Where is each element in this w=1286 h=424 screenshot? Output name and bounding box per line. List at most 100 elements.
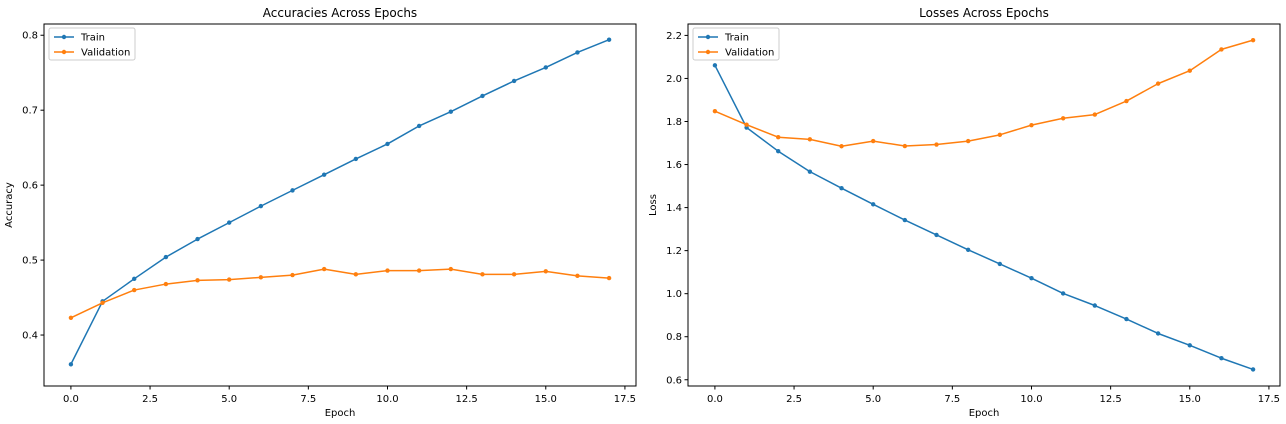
data-point-validation xyxy=(1219,47,1224,52)
legend-marker-validation xyxy=(705,49,711,55)
x-tick-label: 10.0 xyxy=(376,394,398,405)
data-point-train xyxy=(68,362,74,367)
y-tick-label: 2.2 xyxy=(666,31,682,42)
data-point-validation xyxy=(480,272,485,277)
data-point-train xyxy=(870,202,876,207)
x-tick-label: 2.5 xyxy=(786,394,802,405)
data-point-train xyxy=(776,148,781,154)
x-tick-label: 12.5 xyxy=(455,394,477,405)
data-point-validation xyxy=(997,132,1003,138)
legend-label-train: Train xyxy=(724,33,749,44)
x-tick-label: 7.5 xyxy=(300,394,316,405)
legend-marker-train xyxy=(705,34,711,40)
data-point-validation xyxy=(1092,112,1098,117)
data-point-train xyxy=(839,186,844,191)
data-point-train xyxy=(1029,275,1034,281)
legend-label-validation: Validation xyxy=(725,48,774,59)
legend-marker-validation xyxy=(61,49,67,55)
data-point-train xyxy=(226,220,232,225)
y-tick-label: 1.2 xyxy=(666,246,682,257)
data-point-train xyxy=(448,109,454,114)
data-point-validation xyxy=(712,108,718,114)
y-tick-label: 0.5 xyxy=(22,256,38,267)
series-line-train xyxy=(714,64,1254,371)
x-tick-label: 12.5 xyxy=(1099,394,1121,405)
data-point-train xyxy=(606,37,612,42)
x-tick-label: 15.0 xyxy=(535,394,557,405)
data-point-validation xyxy=(965,138,971,144)
data-point-train xyxy=(385,141,390,147)
accuracy-chart: 0.0 2.5 5.0 7.5 10.0 12.5 15.0 17.5 0.4 0.5 0.6 0.7… xyxy=(4,6,637,419)
legend-marker-train xyxy=(61,34,67,40)
y-tick-label: 1.0 xyxy=(666,289,682,300)
data-point-validation xyxy=(575,273,580,279)
data-point-train xyxy=(1250,367,1256,372)
x-axis-label: Epoch xyxy=(325,408,356,419)
data-point-validation xyxy=(321,266,327,272)
data-point-validation xyxy=(353,272,359,277)
series-line-train xyxy=(70,39,610,365)
x-tick-label: 17.5 xyxy=(1258,394,1280,405)
x-tick-label: 5.0 xyxy=(865,394,881,405)
data-point-train xyxy=(902,217,908,223)
data-point-train xyxy=(543,65,548,70)
data-point-train xyxy=(321,172,327,177)
data-point-train xyxy=(195,236,200,242)
data-point-train xyxy=(290,188,295,193)
y-tick-label: 1.6 xyxy=(666,160,682,171)
data-point-train xyxy=(934,232,939,238)
data-point-validation xyxy=(100,300,105,306)
y-tick-label: 0.6 xyxy=(22,181,38,192)
y-tick-label: 0.8 xyxy=(666,332,682,343)
x-tick-label: 15.0 xyxy=(1179,394,1201,405)
data-point-train xyxy=(480,93,485,99)
loss-chart: 0.0 2.5 5.0 7.5 10.0 12.5 15.0 17.5 0.6 0.8 1.0 1.2… xyxy=(648,6,1281,419)
data-point-train xyxy=(712,63,718,68)
data-point-train xyxy=(997,261,1003,267)
data-point-validation xyxy=(902,143,908,149)
plot-frame xyxy=(687,23,1281,387)
data-point-validation xyxy=(870,138,876,144)
y-tick-label: 2.0 xyxy=(666,74,682,85)
data-point-train xyxy=(1092,303,1098,308)
data-point-train xyxy=(416,123,422,129)
y-tick-label: 0.8 xyxy=(22,31,38,42)
y-axis-label: Accuracy xyxy=(4,182,15,228)
data-point-validation xyxy=(416,268,422,273)
data-point-validation xyxy=(226,277,232,282)
chart-title: Losses Across Epochs xyxy=(919,6,1049,20)
data-point-train xyxy=(1187,343,1192,348)
data-point-validation xyxy=(744,122,749,127)
data-point-train xyxy=(1219,356,1224,361)
x-tick-label: 2.5 xyxy=(142,394,158,405)
chart-title: Accuracies Across Epochs xyxy=(263,6,417,20)
x-tick-label: 0.0 xyxy=(707,394,723,405)
data-point-validation xyxy=(1124,98,1129,104)
data-point-validation xyxy=(1155,81,1161,86)
data-point-validation xyxy=(132,287,137,293)
data-point-train xyxy=(1155,331,1161,336)
data-point-train xyxy=(258,203,264,209)
data-point-train xyxy=(511,78,517,84)
data-point-validation xyxy=(448,266,454,272)
data-point-validation xyxy=(1029,122,1034,128)
x-tick-label: 17.5 xyxy=(614,394,636,405)
data-point-validation xyxy=(776,135,781,140)
plot-frame xyxy=(43,23,637,387)
y-tick-label: 1.4 xyxy=(666,203,682,214)
data-point-train xyxy=(1124,316,1129,322)
data-point-train xyxy=(807,169,813,174)
x-tick-label: 5.0 xyxy=(221,394,237,405)
data-point-validation xyxy=(195,278,200,283)
data-point-validation xyxy=(839,144,844,149)
data-point-train xyxy=(353,156,359,162)
data-point-validation xyxy=(258,275,264,280)
data-point-validation xyxy=(163,281,169,287)
x-axis-label: Epoch xyxy=(969,408,1000,419)
data-point-validation xyxy=(1187,68,1192,73)
x-tick-label: 0.0 xyxy=(63,394,79,405)
data-point-validation xyxy=(511,272,517,277)
data-point-validation xyxy=(543,269,548,274)
series-line-validation xyxy=(714,39,1254,147)
